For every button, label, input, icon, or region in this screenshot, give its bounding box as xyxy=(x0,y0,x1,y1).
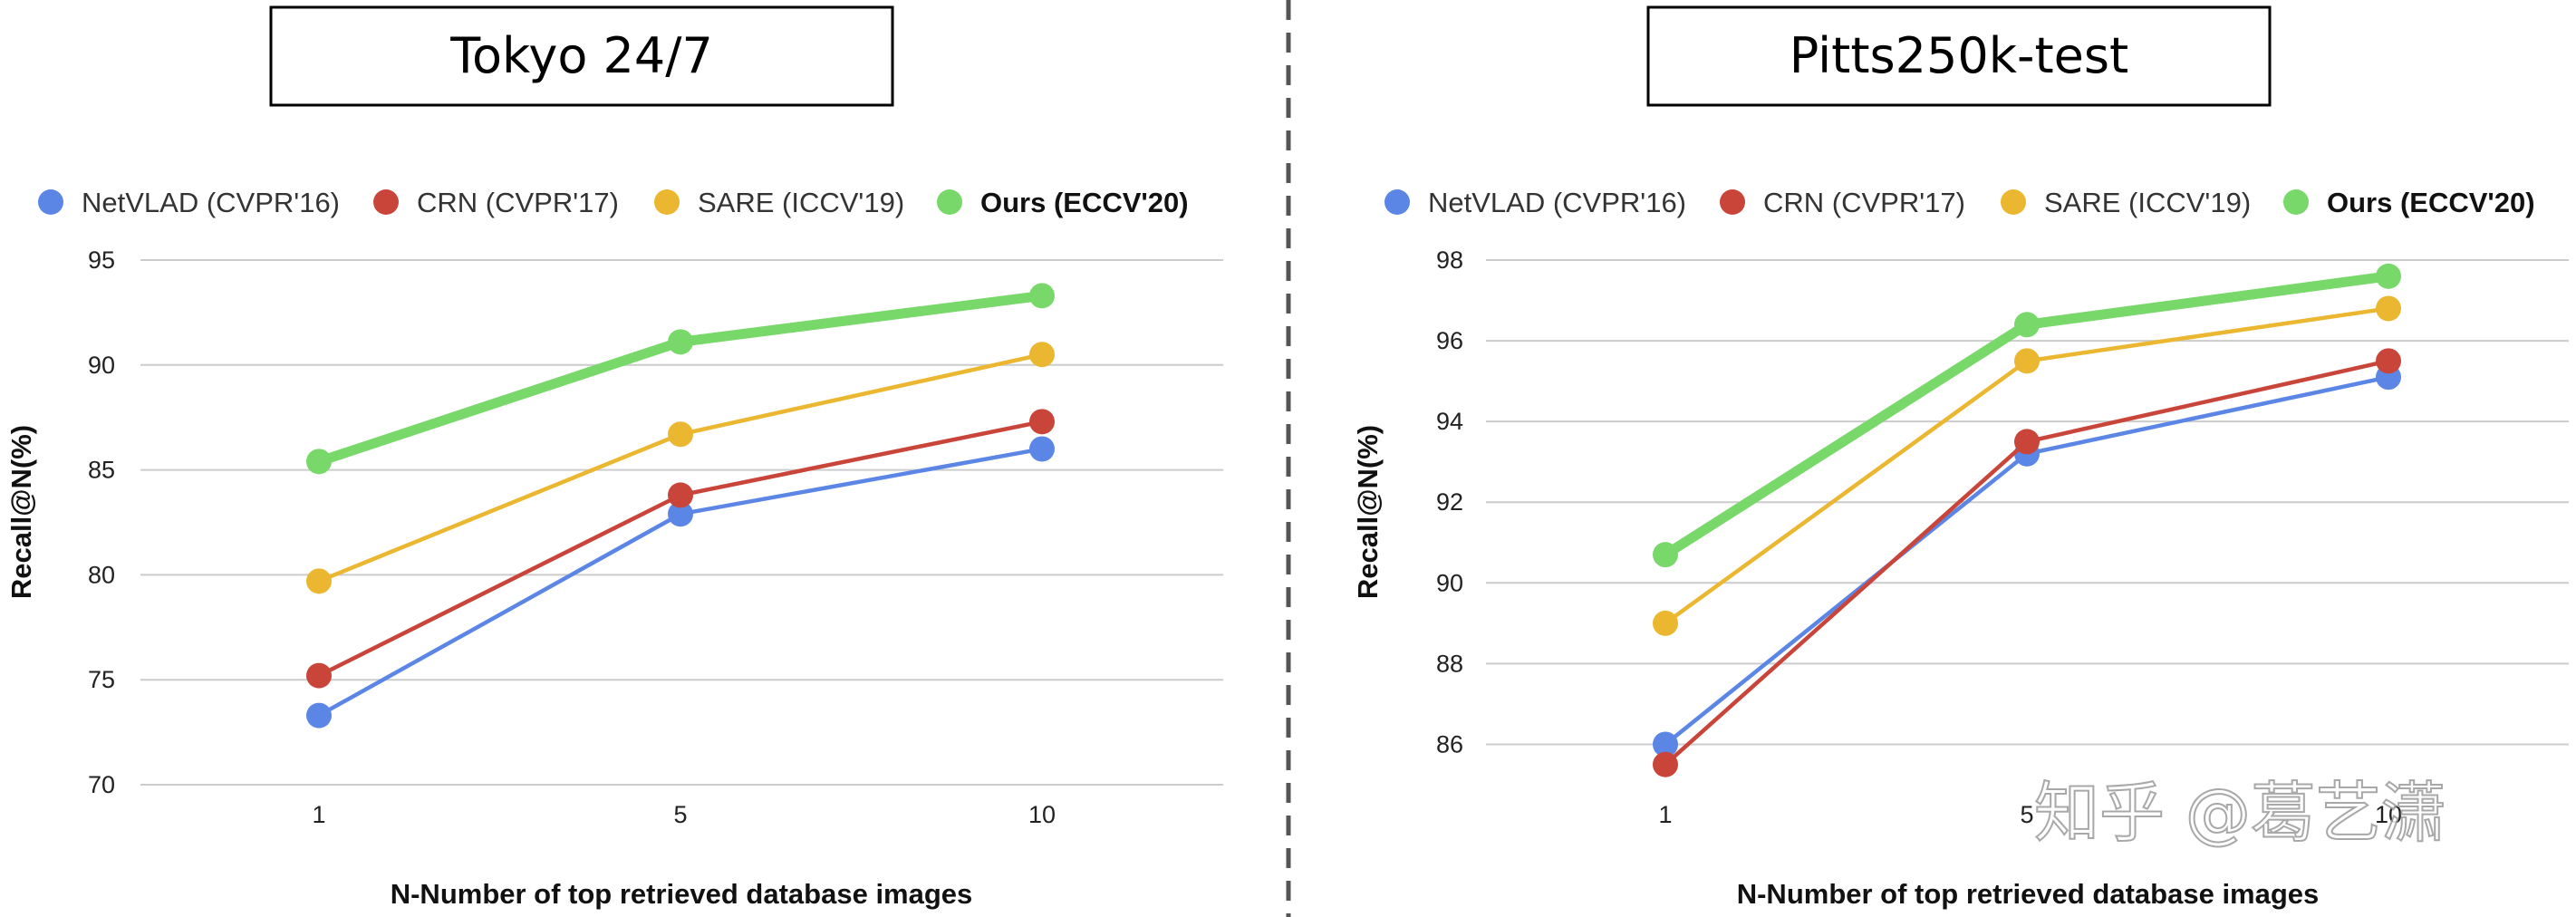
data-point-ours xyxy=(668,329,693,355)
data-point-ours xyxy=(2014,312,2040,338)
legend-label-crn: CRN (CVPR'17) xyxy=(417,187,619,218)
data-point-crn xyxy=(2014,429,2040,455)
y-axis-label: Recall@N(%) xyxy=(1352,425,1384,599)
y-tick-label: 75 xyxy=(88,666,115,693)
y-tick-label: 90 xyxy=(88,352,115,379)
x-tick-label: 1 xyxy=(312,801,325,828)
legend-marker-sare xyxy=(2001,189,2026,215)
y-tick-label: 96 xyxy=(1436,327,1463,354)
x-tick-label: 1 xyxy=(1658,801,1672,828)
data-point-sare xyxy=(306,568,332,594)
chart-title: Tokyo 24/7 xyxy=(449,27,713,84)
data-point-sare xyxy=(668,421,693,448)
data-point-sare xyxy=(1653,610,1678,636)
data-point-ours xyxy=(1653,542,1678,568)
legend-label-ours: Ours (ECCV'20) xyxy=(980,187,1189,218)
legend-marker-sare xyxy=(654,189,680,215)
x-tick-label: 5 xyxy=(2020,801,2033,828)
y-tick-label: 86 xyxy=(1436,730,1463,758)
series-line-crn xyxy=(316,420,1045,678)
legend-label-crn: CRN (CVPR'17) xyxy=(1763,187,1965,218)
y-tick-label: 85 xyxy=(88,457,115,484)
y-tick-label: 94 xyxy=(1436,408,1463,435)
gridlines xyxy=(1486,259,2569,746)
y-tick-label: 92 xyxy=(1436,488,1463,516)
y-tick-label: 80 xyxy=(88,561,115,588)
y-tick-label: 95 xyxy=(88,246,115,274)
x-tick-labels: 1 5 10 xyxy=(312,801,1056,828)
data-point-ours xyxy=(1029,283,1055,309)
series-group xyxy=(1653,263,2401,777)
legend: NetVLAD (CVPR'16) CRN (CVPR'17) SARE (IC… xyxy=(1384,187,2535,218)
chart-title: Pitts250k-test xyxy=(1790,27,2128,84)
legend-label-netvlad: NetVLAD (CVPR'16) xyxy=(1428,187,1686,218)
chart-panel-tokyo: Tokyo 24/7 NetVLAD (CVPR'16) CRN (CVPR'1… xyxy=(5,5,1223,910)
y-tick-label: 70 xyxy=(88,771,115,798)
y-axis-label: Recall@N(%) xyxy=(5,425,37,599)
legend-marker-ours xyxy=(937,189,962,215)
data-point-crn xyxy=(2376,348,2401,374)
x-tick-labels: 1 5 10 xyxy=(1658,801,2402,828)
y-tick-label: 90 xyxy=(1436,569,1463,596)
legend-marker-ours xyxy=(2283,189,2309,215)
chart-title-box xyxy=(269,5,894,107)
data-point-netvlad xyxy=(306,702,332,729)
data-point-crn xyxy=(1653,751,1678,777)
data-point-crn xyxy=(1029,409,1055,435)
x-tick-label: 10 xyxy=(1028,801,1056,828)
y-tick-label: 88 xyxy=(1436,650,1463,677)
x-tick-label: 10 xyxy=(2375,801,2402,828)
series-group xyxy=(306,283,1055,729)
legend: NetVLAD (CVPR'16) CRN (CVPR'17) SARE (IC… xyxy=(38,187,1189,218)
data-point-netvlad xyxy=(1653,731,1678,758)
chart-title-box xyxy=(1646,5,2272,107)
chart-panel-pitts: Pitts250k-test NetVLAD (CVPR'16) CRN (CV… xyxy=(1352,5,2569,910)
legend-label-sare: SARE (ICCV'19) xyxy=(698,187,904,218)
data-point-ours xyxy=(306,449,332,475)
data-point-sare xyxy=(1029,342,1055,368)
x-axis-label: N-Number of top retrieved database image… xyxy=(391,878,973,910)
legend-marker-crn xyxy=(1720,189,1745,215)
data-point-netvlad xyxy=(668,501,693,527)
legend-label-netvlad: NetVLAD (CVPR'16) xyxy=(82,187,340,218)
watermark: 知乎 @葛艺潇 xyxy=(2034,775,2446,851)
legend-marker-netvlad xyxy=(1384,189,1410,215)
x-axis-label: N-Number of top retrieved database image… xyxy=(1737,878,2320,910)
y-tick-labels: 70 75 80 85 90 95 xyxy=(88,246,115,798)
legend-label-sare: SARE (ICCV'19) xyxy=(2044,187,2251,218)
legend-marker-netvlad xyxy=(38,189,63,215)
data-point-sare xyxy=(2376,295,2401,322)
y-tick-label: 98 xyxy=(1436,246,1463,274)
data-point-crn xyxy=(306,662,332,689)
y-tick-labels: 86 88 90 92 94 96 98 xyxy=(1436,246,1463,758)
legend-label-ours: Ours (ECCV'20) xyxy=(2327,187,2535,218)
data-point-crn xyxy=(668,482,693,508)
data-point-ours xyxy=(2376,263,2401,289)
x-tick-label: 5 xyxy=(673,801,687,828)
data-point-netvlad xyxy=(1029,436,1055,462)
data-point-sare xyxy=(2014,348,2040,374)
legend-marker-crn xyxy=(373,189,399,215)
